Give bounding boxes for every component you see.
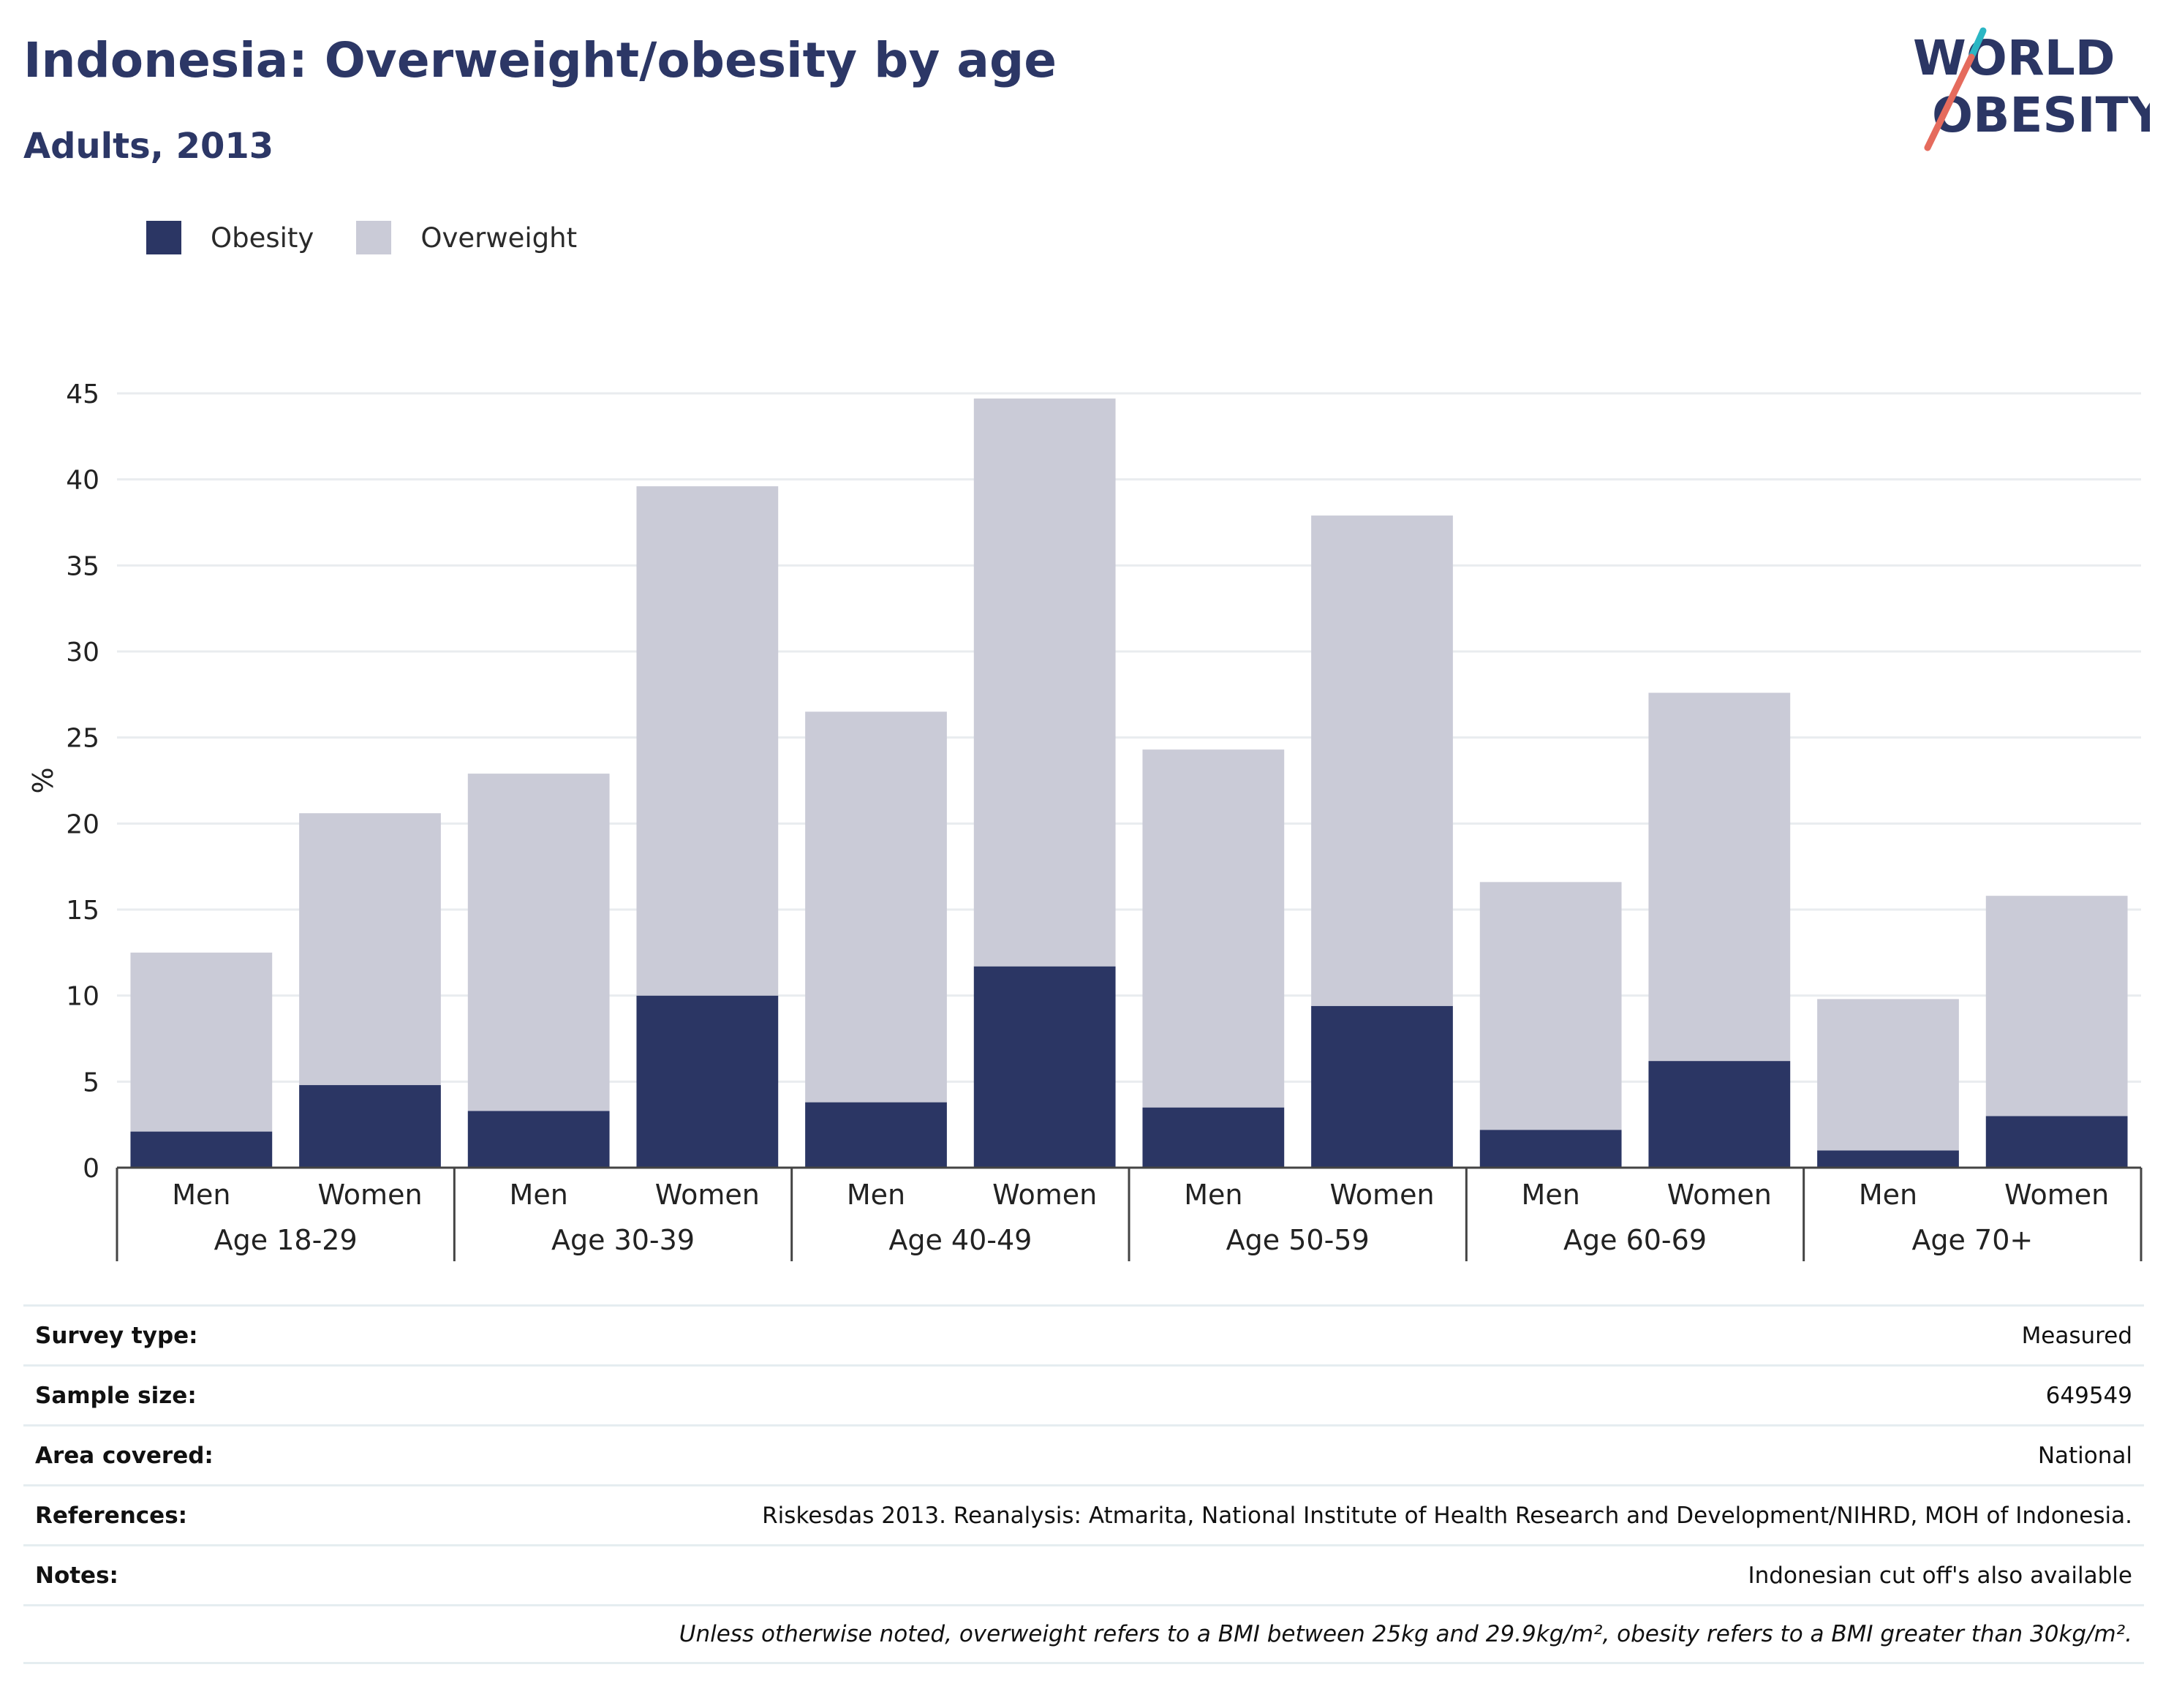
x-tick-label: Men	[1184, 1179, 1242, 1211]
bar-obesity	[1479, 1130, 1622, 1168]
world-obesity-logo: WORLD OBESITY	[1913, 27, 2150, 151]
x-tick-label: Men	[1522, 1179, 1580, 1211]
y-tick-label: 10	[66, 982, 99, 1012]
y-tick-label: 40	[66, 466, 99, 496]
info-value: Measured	[2021, 1322, 2132, 1349]
group-label: Age 18-29	[214, 1224, 358, 1256]
y-axis-label: %	[27, 767, 59, 793]
info-key: Sample size:	[35, 1382, 197, 1409]
y-tick-label: 25	[66, 724, 99, 754]
y-tick-label: 35	[66, 551, 99, 581]
legend-swatch-obesity	[146, 221, 181, 254]
legend-item-overweight[interactable]: Overweight	[356, 221, 577, 254]
x-tick-label: Women	[1329, 1179, 1434, 1211]
bar-obesity	[1817, 1150, 1959, 1168]
y-tick-label: 15	[66, 896, 99, 926]
group-label: Age 50-59	[1226, 1224, 1370, 1256]
x-tick-label: Men	[847, 1179, 905, 1211]
y-tick-label: 0	[83, 1154, 99, 1184]
bar-obesity	[973, 966, 1116, 1168]
bar-obesity	[1985, 1116, 2128, 1168]
bar-obesity	[805, 1102, 947, 1168]
legend-label-overweight: Overweight	[420, 222, 578, 254]
legend-item-obesity[interactable]: Obesity	[146, 221, 314, 254]
x-tick-label: Women	[317, 1179, 422, 1211]
x-tick-label: Women	[992, 1179, 1097, 1211]
bar-obesity	[299, 1085, 441, 1168]
bar-obesity	[1142, 1107, 1285, 1168]
x-tick-label: Women	[655, 1179, 760, 1211]
x-tick-label: Men	[1859, 1179, 1917, 1211]
y-tick-label: 30	[66, 638, 99, 668]
info-row-area-covered: Area covered: National	[23, 1424, 2144, 1484]
footnote: Unless otherwise noted, overweight refer…	[679, 1621, 2132, 1647]
stacked-bar-chart: 0 5 10 15 20 25 30 35 40 45% Men Women Men Women Men Wo…	[27, 379, 2143, 1261]
bar-obesity	[1311, 1005, 1453, 1168]
page-title: Indonesia: Overweight/obesity by age	[23, 32, 1057, 88]
info-row-references: References: Riskesdas 2013. Reanalysis: …	[23, 1484, 2144, 1544]
x-tick-label: Men	[172, 1179, 230, 1211]
bar-overweight	[1142, 749, 1285, 1108]
bar-overweight	[1479, 882, 1622, 1130]
svg-text:OBESITY: OBESITY	[1932, 87, 2150, 143]
x-tick-label: Men	[510, 1179, 568, 1211]
group-label: Age 30-39	[551, 1224, 695, 1256]
group-label: Age 40-49	[888, 1224, 1032, 1256]
info-key: Notes:	[35, 1562, 118, 1589]
info-row-sample-size: Sample size: 649549	[23, 1364, 2144, 1424]
x-tick-label: Women	[1667, 1179, 1772, 1211]
page-subtitle: Adults, 2013	[23, 126, 274, 167]
info-key: References:	[35, 1502, 188, 1529]
y-tick-label: 20	[66, 809, 99, 839]
group-label: Age 60-69	[1563, 1224, 1707, 1256]
y-tick-label: 5	[83, 1068, 99, 1097]
chart-legend: Obesity Overweight	[146, 219, 619, 256]
bar-overweight	[1311, 515, 1453, 1006]
bar-overweight	[973, 398, 1116, 967]
info-key: Survey type:	[35, 1322, 198, 1349]
bar-obesity	[467, 1111, 610, 1168]
group-label: Age 70+	[1911, 1224, 2033, 1256]
info-table: Survey type: Measured Sample size: 64954…	[23, 1304, 2144, 1664]
y-tick-label: 45	[66, 379, 99, 409]
legend-label-obesity: Obesity	[211, 222, 314, 254]
bar-overweight	[467, 774, 610, 1111]
info-row-notes: Notes: Indonesian cut off's also availab…	[23, 1544, 2144, 1604]
bar-overweight	[299, 813, 441, 1086]
bar-overweight	[636, 486, 779, 996]
svg-text:WORLD: WORLD	[1913, 30, 2115, 86]
bar-overweight	[1817, 999, 1959, 1151]
bar-overweight	[805, 711, 947, 1103]
bar-overweight	[130, 952, 273, 1132]
info-value: Indonesian cut off's also available	[1748, 1562, 2132, 1589]
bar-obesity	[130, 1131, 273, 1168]
info-key: Area covered:	[35, 1442, 214, 1469]
info-value: Riskesdas 2013. Reanalysis: Atmarita, Na…	[762, 1502, 2132, 1529]
x-tick-label: Women	[2004, 1179, 2109, 1211]
info-value: National	[2037, 1442, 2132, 1469]
legend-swatch-overweight	[356, 221, 392, 254]
bar-obesity	[636, 995, 779, 1168]
bar-overweight	[1985, 896, 2128, 1116]
info-value: 649549	[2045, 1382, 2132, 1409]
info-row-footnote: Unless otherwise noted, overweight refer…	[23, 1604, 2144, 1664]
bar-overweight	[1648, 692, 1791, 1062]
bar-obesity	[1648, 1061, 1791, 1168]
info-row-survey-type: Survey type: Measured	[23, 1304, 2144, 1364]
